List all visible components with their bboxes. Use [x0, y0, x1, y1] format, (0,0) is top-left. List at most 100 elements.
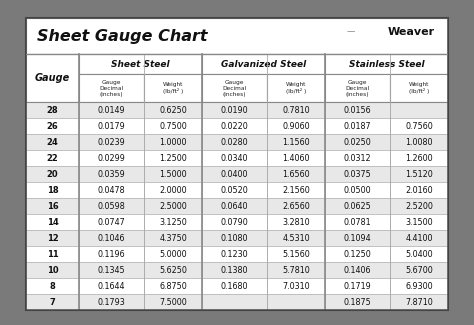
Text: 0.0250: 0.0250: [344, 138, 371, 147]
Text: 0.0187: 0.0187: [344, 122, 371, 131]
Text: 0.0156: 0.0156: [344, 106, 371, 115]
Text: 0.1080: 0.1080: [221, 234, 248, 243]
Text: 2.5200: 2.5200: [405, 202, 433, 211]
FancyBboxPatch shape: [79, 278, 144, 294]
Text: 0.0179: 0.0179: [98, 122, 126, 131]
Text: Weaver: Weaver: [388, 27, 435, 37]
FancyBboxPatch shape: [390, 134, 448, 150]
FancyBboxPatch shape: [390, 166, 448, 182]
Text: 0.0239: 0.0239: [98, 138, 126, 147]
Text: 0.1644: 0.1644: [98, 282, 125, 291]
Text: Sheet Steel: Sheet Steel: [111, 60, 170, 69]
Text: 0.1094: 0.1094: [344, 234, 371, 243]
Text: Galvanized Steel: Galvanized Steel: [221, 60, 306, 69]
FancyBboxPatch shape: [390, 246, 448, 262]
Text: 0.0299: 0.0299: [98, 154, 126, 163]
Text: 22: 22: [47, 154, 58, 163]
Text: 8: 8: [50, 282, 55, 291]
FancyBboxPatch shape: [26, 262, 79, 278]
Text: 1.0080: 1.0080: [405, 138, 433, 147]
Text: 0.0400: 0.0400: [221, 170, 248, 179]
Text: 0.1230: 0.1230: [221, 250, 248, 259]
FancyBboxPatch shape: [79, 166, 144, 182]
FancyBboxPatch shape: [79, 198, 144, 214]
FancyBboxPatch shape: [26, 102, 79, 118]
Text: 6.9300: 6.9300: [405, 282, 433, 291]
FancyBboxPatch shape: [79, 102, 144, 118]
Text: Weight
(lb/ft² ): Weight (lb/ft² ): [286, 82, 306, 94]
Text: 16: 16: [47, 202, 58, 211]
FancyBboxPatch shape: [26, 246, 79, 262]
FancyBboxPatch shape: [202, 166, 267, 182]
FancyBboxPatch shape: [79, 230, 144, 246]
Text: 1.1560: 1.1560: [282, 138, 310, 147]
Text: 0.9060: 0.9060: [282, 122, 310, 131]
Text: 0.0190: 0.0190: [221, 106, 248, 115]
FancyBboxPatch shape: [79, 262, 144, 278]
Text: Sheet Gauge Chart: Sheet Gauge Chart: [36, 29, 207, 44]
FancyBboxPatch shape: [267, 102, 325, 118]
Text: 28: 28: [47, 106, 58, 115]
FancyBboxPatch shape: [267, 214, 325, 230]
FancyBboxPatch shape: [267, 134, 325, 150]
FancyBboxPatch shape: [144, 294, 202, 310]
FancyBboxPatch shape: [79, 246, 144, 262]
FancyBboxPatch shape: [267, 278, 325, 294]
FancyBboxPatch shape: [144, 246, 202, 262]
FancyBboxPatch shape: [325, 262, 390, 278]
FancyBboxPatch shape: [202, 230, 267, 246]
Text: 2.1560: 2.1560: [282, 186, 310, 195]
FancyBboxPatch shape: [325, 166, 390, 182]
FancyBboxPatch shape: [144, 118, 202, 134]
Text: 10: 10: [47, 266, 58, 275]
FancyBboxPatch shape: [267, 198, 325, 214]
FancyBboxPatch shape: [202, 102, 267, 118]
FancyBboxPatch shape: [390, 214, 448, 230]
Text: 0.0312: 0.0312: [344, 154, 371, 163]
Text: 0.1380: 0.1380: [221, 266, 248, 275]
Text: 18: 18: [47, 186, 58, 195]
FancyBboxPatch shape: [390, 198, 448, 214]
FancyBboxPatch shape: [267, 166, 325, 182]
Text: 5.0000: 5.0000: [159, 250, 187, 259]
FancyBboxPatch shape: [144, 74, 202, 102]
FancyBboxPatch shape: [79, 150, 144, 166]
FancyBboxPatch shape: [325, 214, 390, 230]
FancyBboxPatch shape: [325, 198, 390, 214]
FancyBboxPatch shape: [325, 230, 390, 246]
FancyBboxPatch shape: [390, 230, 448, 246]
FancyBboxPatch shape: [144, 230, 202, 246]
FancyBboxPatch shape: [79, 54, 202, 74]
FancyBboxPatch shape: [144, 102, 202, 118]
FancyBboxPatch shape: [26, 294, 79, 310]
Text: 4.5310: 4.5310: [282, 234, 310, 243]
FancyBboxPatch shape: [325, 294, 390, 310]
Text: 5.7810: 5.7810: [282, 266, 310, 275]
FancyBboxPatch shape: [325, 150, 390, 166]
FancyBboxPatch shape: [144, 150, 202, 166]
FancyBboxPatch shape: [26, 54, 79, 102]
Text: 3.1250: 3.1250: [159, 218, 187, 227]
FancyBboxPatch shape: [325, 134, 390, 150]
FancyBboxPatch shape: [267, 230, 325, 246]
Text: 5.6700: 5.6700: [405, 266, 433, 275]
Text: 0.1875: 0.1875: [344, 298, 371, 307]
FancyBboxPatch shape: [267, 294, 325, 310]
FancyBboxPatch shape: [144, 166, 202, 182]
FancyBboxPatch shape: [144, 278, 202, 294]
FancyBboxPatch shape: [202, 294, 267, 310]
Text: 2.0000: 2.0000: [159, 186, 187, 195]
Text: 26: 26: [47, 122, 58, 131]
Text: 0.1196: 0.1196: [98, 250, 126, 259]
Text: 5.6250: 5.6250: [159, 266, 187, 275]
Text: 4.3750: 4.3750: [159, 234, 187, 243]
FancyBboxPatch shape: [26, 230, 79, 246]
Text: 0.0478: 0.0478: [98, 186, 126, 195]
Text: 4.4100: 4.4100: [405, 234, 433, 243]
FancyBboxPatch shape: [325, 54, 448, 74]
FancyBboxPatch shape: [26, 18, 448, 54]
FancyBboxPatch shape: [26, 214, 79, 230]
FancyBboxPatch shape: [144, 182, 202, 198]
FancyBboxPatch shape: [202, 198, 267, 214]
Text: 1.2600: 1.2600: [405, 154, 433, 163]
